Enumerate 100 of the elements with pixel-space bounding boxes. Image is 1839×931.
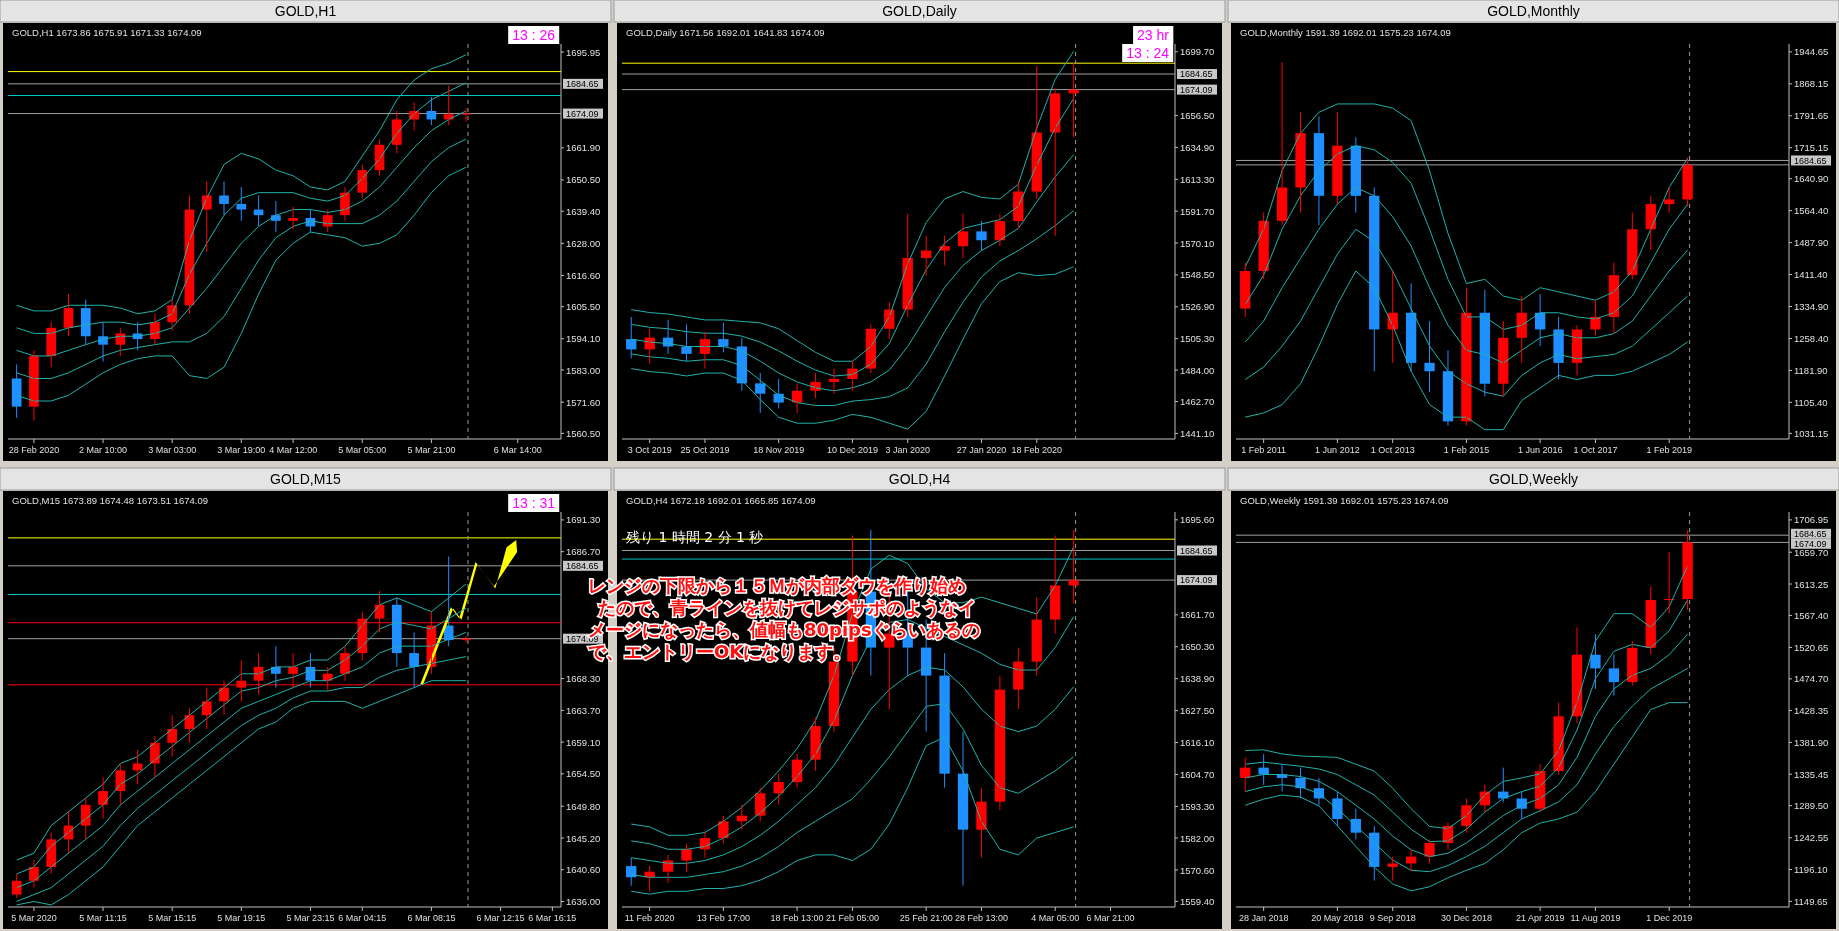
chart-title: GOLD,M15 — [270, 471, 342, 487]
y-tick-label: 1636.00 — [566, 895, 601, 907]
y-tick-label: 1474.70 — [1794, 673, 1829, 685]
y-tick-label: 1487.90 — [1794, 237, 1829, 249]
y-tick-label: 1591.70 — [1180, 205, 1215, 217]
ref-line-label: 1684.65 — [1794, 528, 1827, 539]
y-tick-label: 1715.15 — [1794, 142, 1829, 154]
ref-line-label: 1684.65 — [566, 561, 599, 572]
y-tick-label: 1699.70 — [1180, 46, 1215, 58]
y-tick-label: 1616.10 — [1180, 737, 1215, 749]
x-tick-label: 4 Mar 12:00 — [269, 445, 318, 455]
x-tick-label: 13 Feb 17:00 — [696, 913, 750, 923]
x-tick-label: 5 Mar 11:15 — [79, 913, 127, 923]
y-tick-label: 1661.70 — [1180, 609, 1215, 621]
x-tick-label: 18 Nov 2019 — [753, 445, 805, 455]
x-tick-label: 11 Feb 2020 — [624, 913, 675, 923]
y-tick-label: 1484.00 — [1180, 364, 1215, 376]
x-tick-label: 3 Mar 19:00 — [217, 445, 266, 455]
x-tick-label: 1 Feb 2019 — [1646, 445, 1692, 455]
x-tick-label: 25 Oct 2019 — [680, 445, 730, 455]
line-series — [1244, 702, 1689, 892]
y-tick-label: 1645.20 — [566, 832, 601, 844]
x-tick-label: 5 Mar 19:15 — [217, 913, 266, 923]
line-series — [630, 50, 1075, 362]
y-tick-label: 1868.15 — [1794, 78, 1829, 90]
line-series — [630, 266, 1075, 430]
y-tick-label: 1567.40 — [1794, 609, 1829, 621]
line-series — [630, 736, 1075, 895]
y-tick-label: 1334.90 — [1794, 301, 1829, 313]
y-tick-label: 1583.00 — [566, 364, 601, 376]
x-tick-label: 21 Feb 05:00 — [825, 913, 879, 923]
y-tick-label: 1944.65 — [1794, 46, 1829, 58]
y-tick-label: 1706.95 — [1794, 514, 1829, 526]
y-tick-label: 1659.10 — [566, 736, 601, 748]
y-tick-label: 1650.30 — [1180, 641, 1215, 653]
y-tick-label: 1428.35 — [1794, 705, 1829, 717]
candlestick — [1332, 791, 1343, 827]
candlestick — [1332, 111, 1343, 205]
x-tick-label: 5 Mar 05:00 — [338, 445, 387, 455]
y-tick-label: 1668.30 — [566, 673, 601, 685]
line-series — [1244, 186, 1689, 364]
y-tick-label: 1640.60 — [566, 864, 601, 876]
candlestick — [1295, 111, 1306, 214]
candlestick — [939, 235, 950, 266]
y-tick-label: 1560.50 — [566, 427, 601, 439]
y-tick-label: 1639.40 — [566, 205, 601, 217]
chart-subtitle: GOLD,Weekly 1591.39 1692.01 1575.23 1674.09 — [1240, 495, 1449, 506]
line-series — [1244, 103, 1689, 301]
candlestick — [1461, 287, 1472, 427]
y-tick-label: 1258.40 — [1794, 332, 1829, 344]
x-tick-label: 4 Mar 05:00 — [1031, 913, 1080, 923]
candlestick — [755, 372, 766, 414]
x-tick-label: 5 Mar 15:15 — [148, 913, 197, 923]
line-series — [1244, 270, 1689, 431]
y-tick-label: 1411.40 — [1794, 269, 1828, 281]
x-tick-label: 6 Mar 12:15 — [476, 913, 525, 923]
x-tick-label: 28 Jan 2018 — [1238, 913, 1289, 923]
x-tick-label: 25 Feb 21:00 — [899, 913, 953, 923]
line-series — [16, 138, 467, 379]
y-tick-label: 1105.40 — [1794, 396, 1828, 408]
y-tick-label: 1604.70 — [1180, 768, 1215, 780]
x-tick-label: 30 Dec 2018 — [1440, 913, 1492, 923]
x-tick-label: 3 Jan 2020 — [885, 445, 930, 455]
y-tick-label: 1335.45 — [1794, 768, 1829, 780]
candlestick — [1682, 529, 1693, 611]
y-tick-label: 1593.30 — [1180, 800, 1215, 812]
line-series — [1244, 667, 1689, 873]
x-tick-label: 5 Mar 23:15 — [286, 913, 335, 923]
y-tick-label: 1564.40 — [1794, 205, 1829, 217]
candlestick — [1424, 320, 1435, 393]
ref-line-label: 1674.09 — [566, 108, 599, 119]
y-tick-label: 1031.15 — [1794, 427, 1829, 439]
chart-title: GOLD,H4 — [888, 471, 951, 487]
y-tick-label: 1686.70 — [566, 546, 601, 558]
x-tick-label: 1 Oct 2017 — [1573, 445, 1618, 455]
y-tick-label: 1196.10 — [1794, 864, 1828, 876]
candlestick — [1387, 856, 1398, 882]
x-tick-label: 6 Mar 08:15 — [407, 913, 456, 923]
y-tick-label: 1441.10 — [1180, 427, 1215, 439]
chart-subtitle: GOLD,H4 1672.18 1692.01 1665.85 1674.09 — [626, 495, 816, 506]
x-tick-label: 1 Dec 2019 — [1646, 913, 1693, 923]
y-tick-label: 1649.80 — [566, 800, 601, 812]
line-series — [16, 54, 467, 315]
x-tick-label: 28 Feb 13:00 — [954, 913, 1008, 923]
chart-subtitle: GOLD,Daily 1671.56 1692.01 1641.83 1674.09 — [626, 27, 825, 38]
y-tick-label: 1582.00 — [1180, 832, 1215, 844]
y-tick-label: 1638.90 — [1180, 673, 1215, 685]
x-tick-label: 28 Feb 2020 — [8, 445, 60, 455]
x-tick-label: 18 Feb 13:00 — [770, 913, 824, 923]
candlestick — [236, 186, 247, 222]
x-tick-label: 6 Mar 21:00 — [1086, 913, 1135, 923]
x-tick-label: 6 Mar 14:00 — [493, 445, 542, 455]
y-tick-label: 1181.90 — [1794, 364, 1828, 376]
y-tick-label: 1695.95 — [566, 46, 601, 58]
x-tick-label: 10 Dec 2019 — [826, 445, 878, 455]
x-tick-label: 20 May 2018 — [1311, 913, 1364, 923]
x-tick-label: 27 Jan 2020 — [956, 445, 1007, 455]
x-tick-label: 18 Feb 2020 — [1011, 445, 1063, 455]
ref-line-label: 1684.65 — [1180, 545, 1213, 556]
y-tick-label: 1613.25 — [1794, 578, 1829, 590]
